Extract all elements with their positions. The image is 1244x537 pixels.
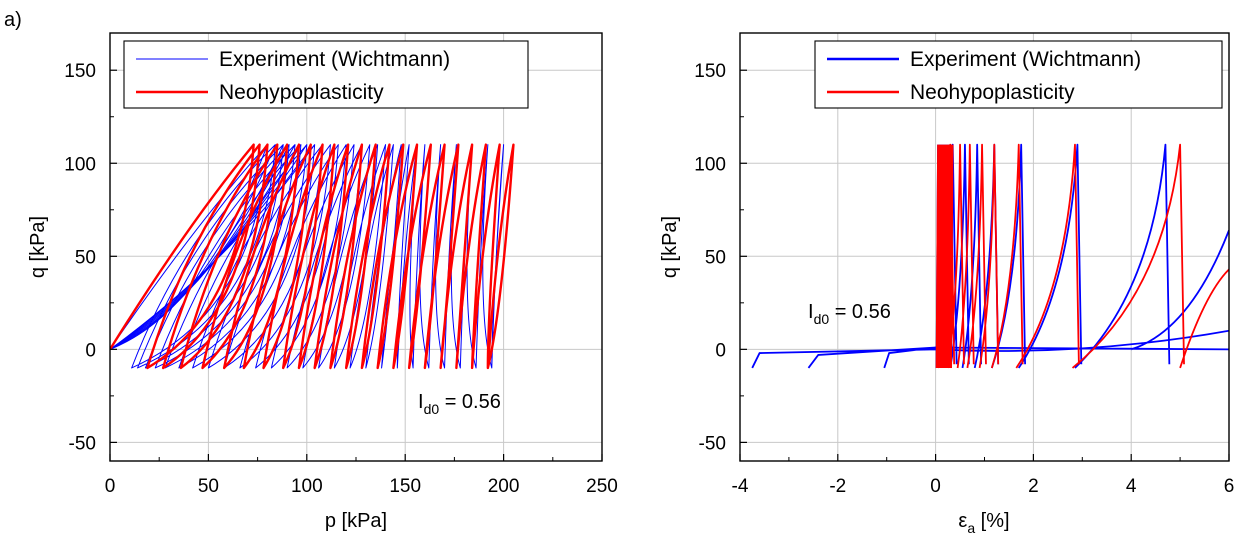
- left-legend-box: [123, 40, 529, 109]
- left-y-tick-label: 50: [75, 247, 96, 268]
- right-legend-box: [814, 40, 1223, 109]
- right-y-axis-label: q [kPa]: [659, 216, 681, 278]
- left-x-tick-label: 150: [389, 476, 421, 497]
- chart-left: 0 50 100 150 200 250 -50 0 50 100 150 p [kPa] q [k…: [27, 32, 618, 532]
- left-x-tick-label: 100: [291, 476, 323, 497]
- panel-label: a): [4, 9, 22, 31]
- left-y-tick-label: 100: [64, 154, 96, 175]
- right-series-model-line: [935, 143, 1229, 369]
- left-y-tick-label: 0: [85, 340, 96, 361]
- left-y-tick-label: 150: [64, 61, 96, 82]
- left-ticks: 0 50 100 150 200 250 -50 0 50 100 150: [64, 61, 618, 497]
- right-x-tick-label: -4: [732, 476, 749, 497]
- chart-right: -4 -2 0 2 4 6 -50 0 50 100 150 εa [%] q [kPa] Expe…: [659, 32, 1234, 536]
- right-y-tick-label: 0: [715, 340, 726, 361]
- left-series-experiment-early-branch: [110, 144, 316, 350]
- right-x-tick-label: 4: [1126, 476, 1137, 497]
- right-ticks: -4 -2 0 2 4 6 -50 0 50 100 150: [694, 61, 1234, 497]
- left-x-tick-label: 250: [586, 476, 618, 497]
- right-y-tick-label: -50: [699, 433, 726, 454]
- right-x-axis-label: εa [%]: [958, 510, 1009, 536]
- left-x-tick-label: 0: [105, 476, 116, 497]
- right-x-tick-label: 6: [1224, 476, 1235, 497]
- right-y-tick-label: 100: [694, 154, 726, 175]
- right-x-tick-label: 2: [1028, 476, 1039, 497]
- right-y-tick-label: 150: [694, 61, 726, 82]
- right-legend-label-experiment: Experiment (Wichtmann): [910, 48, 1141, 71]
- left-data-lines: [110, 143, 515, 370]
- left-y-axis-label: q [kPa]: [27, 216, 49, 278]
- left-x-tick-label: 50: [198, 476, 219, 497]
- left-x-tick-label: 200: [488, 476, 520, 497]
- left-legend-label-experiment: Experiment (Wichtmann): [219, 48, 450, 71]
- left-y-tick-label: -50: [69, 433, 96, 454]
- left-annotation-id0: Id0 = 0.56: [418, 391, 501, 417]
- right-legend: Experiment (Wichtmann) Neohypoplasticity: [814, 40, 1223, 109]
- right-annotation-id0: Id0 = 0.56: [808, 301, 891, 327]
- left-series-model-line: [110, 143, 515, 370]
- right-y-tick-label: 50: [705, 247, 726, 268]
- right-x-tick-label: 0: [930, 476, 941, 497]
- right-legend-label-model: Neohypoplasticity: [910, 81, 1075, 104]
- right-x-tick-label: -2: [829, 476, 846, 497]
- left-legend: Experiment (Wichtmann) Neohypoplasticity: [123, 40, 529, 109]
- left-legend-label-model: Neohypoplasticity: [219, 81, 384, 104]
- left-x-axis-label: p [kPa]: [325, 510, 387, 532]
- right-data-lines: [751, 143, 1229, 369]
